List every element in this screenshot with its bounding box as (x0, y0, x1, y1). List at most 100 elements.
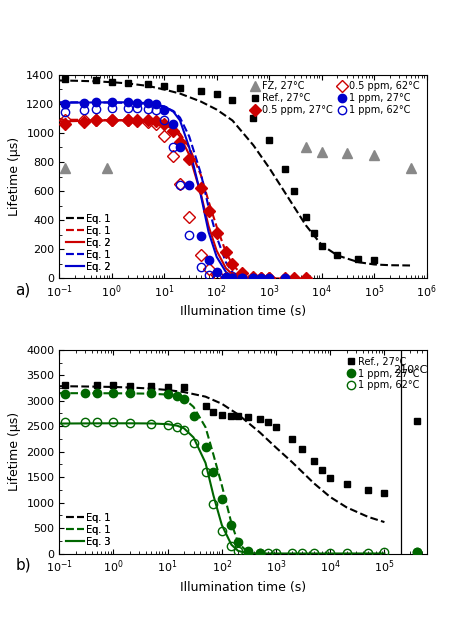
0.5 ppm, 27°C (109, 116, 115, 124)
Legend: Eq. 1, Eq. 1, Eq. 3: Eq. 1, Eq. 1, Eq. 3 (64, 511, 113, 549)
FZ, 27°C (319, 148, 325, 156)
Ref., 27°C (319, 243, 325, 250)
1 ppm, 62°C (223, 274, 229, 282)
Line: 0.5 ppm, 27°C: 0.5 ppm, 27°C (61, 116, 310, 282)
0.5 ppm, 27°C (82, 118, 87, 126)
1 ppm, 27°C (257, 549, 263, 557)
1 ppm, 62°C (110, 419, 116, 426)
0.5 ppm, 62°C (146, 118, 151, 126)
1 ppm, 62°C (382, 549, 387, 556)
Ref., 27°C (356, 255, 361, 262)
1 ppm, 27°C (245, 547, 251, 554)
Ref., 27°C (335, 251, 340, 259)
1 ppm, 27°C (229, 274, 235, 282)
Ref., 27°C (229, 96, 235, 104)
FZ, 27°C (63, 164, 68, 172)
Ref., 27°C (292, 187, 297, 195)
Ref., 27°C (181, 384, 187, 391)
1 ppm, 62°C (290, 550, 295, 557)
Line: 0.5 ppm, 62°C: 0.5 ppm, 62°C (61, 116, 273, 282)
1 ppm, 62°C (273, 550, 279, 557)
Line: 1 ppm, 62°C: 1 ppm, 62°C (61, 104, 257, 282)
Ref., 27°C (265, 419, 271, 426)
Line: 1 ppm, 27°C: 1 ppm, 27°C (61, 98, 289, 282)
1 ppm, 62°C (146, 105, 151, 113)
1 ppm, 62°C (134, 104, 140, 112)
0.5 ppm, 62°C (258, 275, 264, 282)
Ref., 27°C (165, 383, 171, 391)
1 ppm, 27°C (251, 275, 256, 282)
0.5 ppm, 27°C (134, 116, 140, 124)
Ref., 27°C (210, 408, 216, 415)
1 ppm, 27°C (125, 98, 130, 106)
1 ppm, 62°C (228, 542, 234, 550)
Line: FZ, 27°C: FZ, 27°C (60, 142, 416, 173)
1 ppm, 62°C (219, 527, 225, 535)
1 ppm, 62°C (177, 182, 183, 189)
Ref., 27°C (214, 91, 219, 98)
1 ppm, 62°C (206, 272, 211, 279)
1 ppm, 62°C (82, 419, 88, 426)
1 ppm, 27°C (266, 275, 272, 282)
1 ppm, 27°C (82, 390, 88, 397)
0.5 ppm, 27°C (206, 208, 211, 215)
1 ppm, 27°C (94, 389, 100, 397)
FZ, 27°C (344, 149, 349, 157)
1 ppm, 62°C (125, 104, 130, 111)
0.5 ppm, 27°C (258, 274, 264, 281)
Ref., 27°C (290, 435, 295, 443)
Ref., 27°C (382, 490, 387, 497)
1 ppm, 62°C (239, 275, 245, 282)
0.5 ppm, 27°C (146, 117, 151, 124)
1 ppm, 27°C (161, 106, 167, 113)
1 ppm, 27°C (214, 268, 219, 276)
1 ppm, 62°C (235, 547, 241, 555)
0.5 ppm, 62°C (63, 116, 68, 124)
Ref., 27°C (273, 424, 279, 431)
0.5 ppm, 27°C (93, 117, 99, 124)
Ref., 27°C (63, 75, 68, 83)
Line: Ref., 27°C: Ref., 27°C (62, 75, 378, 264)
0.5 ppm, 62°C (82, 116, 87, 124)
1 ppm, 27°C (177, 144, 183, 151)
0.5 ppm, 62°C (229, 274, 235, 282)
0.5 ppm, 27°C (186, 156, 192, 163)
0.5 ppm, 62°C (198, 251, 204, 259)
Ref., 27°C (203, 402, 209, 409)
0.5 ppm, 62°C (109, 116, 115, 124)
Ref., 27°C (328, 475, 333, 482)
1 ppm, 27°C (228, 521, 234, 529)
1 ppm, 62°C (344, 550, 349, 557)
1 ppm, 62°C (365, 549, 371, 557)
Ref., 27°C (127, 382, 133, 389)
1 ppm, 62°C (328, 550, 333, 557)
Ref., 27°C (63, 381, 68, 389)
1 ppm, 62°C (198, 263, 204, 271)
1 ppm, 27°C (63, 101, 68, 108)
1 ppm, 62°C (251, 275, 256, 282)
1 ppm, 62°C (191, 439, 196, 447)
1 ppm, 27°C (210, 468, 216, 476)
0.5 ppm, 27°C (171, 128, 176, 135)
Ref., 27°C (93, 77, 99, 84)
Line: 1 ppm, 27°C: 1 ppm, 27°C (61, 389, 264, 557)
0.5 ppm, 27°C (229, 260, 235, 267)
1 ppm, 27°C (93, 98, 99, 106)
0.5 ppm, 62°C (153, 121, 159, 128)
0.5 ppm, 27°C (239, 269, 245, 277)
1 ppm, 62°C (181, 427, 187, 434)
Ref., 27°C (365, 486, 371, 494)
0.5 ppm, 27°C (251, 273, 256, 281)
1 ppm, 62°C (311, 550, 317, 557)
1 ppm, 62°C (171, 144, 176, 151)
1 ppm, 62°C (257, 550, 263, 557)
Line: Ref., 27°C: Ref., 27°C (62, 381, 388, 496)
0.5 ppm, 27°C (63, 121, 68, 128)
1 ppm, 27°C (146, 100, 151, 107)
Text: b): b) (15, 558, 31, 573)
Ref., 27°C (257, 415, 263, 423)
1 ppm, 27°C (206, 256, 211, 263)
1 ppm, 27°C (165, 391, 171, 398)
1 ppm, 27°C (110, 389, 116, 397)
Text: 210°C: 210°C (393, 365, 428, 375)
